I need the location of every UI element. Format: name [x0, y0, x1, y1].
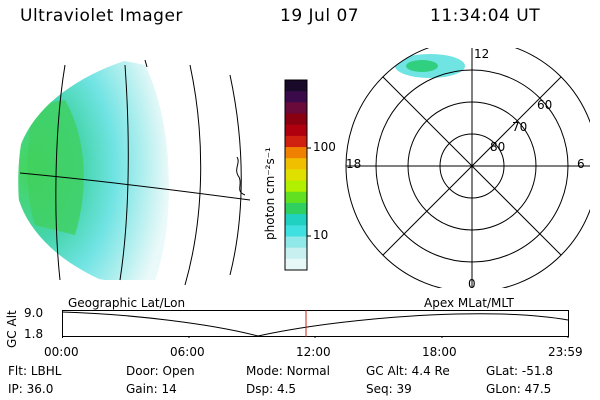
aurora-bright-core [27, 100, 84, 235]
colorbar-segment [285, 147, 307, 159]
mlt-label-18: 18 [346, 157, 362, 171]
observation-time: 11:34:04 UT [430, 6, 541, 26]
mlat-label-60: 60 [537, 98, 553, 112]
aurora-bright-core [406, 60, 438, 72]
earth-uv-image [18, 55, 251, 285]
param-mode: Mode: Normal [246, 364, 330, 378]
latitude-line [19, 172, 251, 201]
right-caption: Apex MLat/MLT [424, 296, 514, 310]
altitude-timeline [62, 310, 569, 338]
mlat-label-70: 70 [512, 120, 528, 134]
colorbar-segment [285, 247, 307, 260]
mlt-diagonal [382, 76, 562, 256]
polar-mlat-mlt-plot [345, 48, 590, 288]
colorbar-segment [285, 225, 307, 237]
mlt-label-6: 6 [577, 157, 585, 171]
colorbar-segment [285, 202, 307, 215]
colorbar-segment [285, 113, 307, 126]
colorbar-segment [285, 169, 307, 182]
coastline [236, 156, 246, 196]
colorbar-label: photon cm⁻²s⁻¹ [263, 147, 277, 240]
x-tick-2359: 23:59 [548, 345, 583, 359]
param-door: Door: Open [126, 364, 195, 378]
param-ip: IP: 36.0 [8, 382, 54, 396]
param-gc-alt: GC Alt: 4.4 Re [366, 364, 450, 378]
longitude-line [229, 74, 242, 276]
colorbar-segment [285, 91, 307, 103]
param-glat: GLat: -51.8 [486, 364, 553, 378]
colorbar-segment [285, 258, 307, 271]
x-tick-0600: 06:00 [170, 345, 205, 359]
colorbar-segment [285, 214, 307, 226]
colorbar-segment [285, 191, 307, 204]
colorbar-segment [285, 236, 307, 249]
colorbar-segment [285, 180, 307, 193]
timeline-y-tick-max: 9.0 [24, 306, 44, 320]
coastline [144, 59, 148, 68]
colorbar-segment [285, 124, 307, 137]
param-glon: GLon: 47.5 [486, 382, 552, 396]
x-tick-1200: 12:00 [296, 345, 331, 359]
param-flt: Flt: LBHL [8, 364, 62, 378]
colorbar-segment [285, 135, 307, 148]
colorbar-segment [285, 158, 307, 170]
longitude-line [55, 64, 66, 281]
param-gain: Gain: 14 [126, 382, 177, 396]
colorbar-tick-100: 100 [313, 140, 336, 154]
timeline-y-label: GC Alt [5, 310, 19, 348]
colorbar-segment [285, 102, 307, 115]
param-dsp: Dsp: 4.5 [246, 382, 297, 396]
instrument-title: Ultraviolet Imager [20, 6, 183, 26]
x-tick-1800: 18:00 [422, 345, 457, 359]
mlt-label-12: 12 [474, 47, 490, 61]
colorbar-tick-10: 10 [313, 228, 329, 242]
param-seq: Seq: 39 [366, 382, 412, 396]
longitude-line [119, 64, 129, 281]
longitude-line [184, 64, 202, 285]
observation-date: 19 Jul 07 [280, 6, 360, 26]
timeline-y-tick-min: 1.8 [24, 327, 44, 341]
altitude-curve [62, 311, 569, 337]
mlat-label-80: 80 [490, 140, 506, 154]
x-tick-0000: 00:00 [44, 345, 79, 359]
left-caption: Geographic Lat/Lon [68, 296, 186, 310]
mlt-label-0: 0 [468, 277, 476, 291]
colorbar [284, 79, 311, 271]
colorbar-segment [285, 80, 307, 92]
